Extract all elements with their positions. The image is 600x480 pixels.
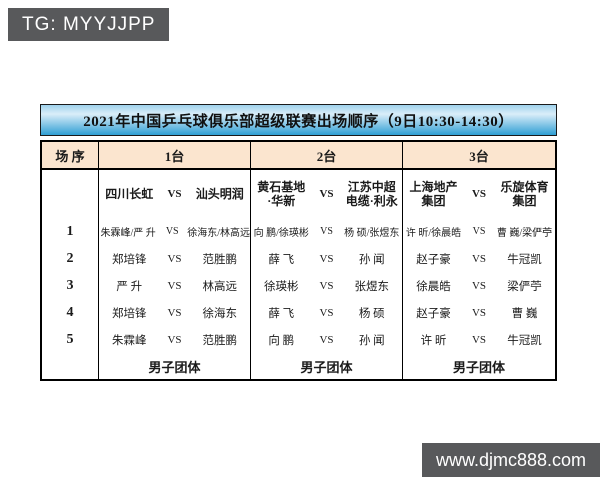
vs-label: VS [165,226,179,237]
table-2-teams: 黄石基地 ·华新 VS 江苏中超 电缆·利永 [251,170,402,218]
table-2-match-5: 向 鹏 VS 孙 闻 [268,333,385,347]
table-3-match-3: 徐晨皓 VS 梁俨苧 [416,279,542,293]
table-1-match-2: 郑培锋 VS 范胜鹏 [112,252,237,266]
table-1-match-1: 朱霖峰/严 升 VS 徐海东/林高远 [100,226,250,239]
header-match-order: 场 序 [55,148,85,164]
table-1-teams: 四川长虹 VS 汕头明润 [99,170,250,218]
vs-label: VS [472,226,486,237]
order-number-1: 1 [66,223,74,239]
vs-label: VS [471,279,487,292]
vs-label: VS [167,333,182,346]
table-2-match-1: 向 鹏/徐瑛彬 VS 杨 硕/张煜东 [253,226,400,239]
vs-label: VS [319,279,334,292]
table-1-column: 四川长虹 VS 汕头明润 朱霖峰/严 升 VS 徐海东/林高远 郑培锋 [98,170,250,379]
table-3-match-5: 许 昕 VS 牛冠凯 [420,333,542,347]
table-2-match-2: 薛 飞 VS 孙 闻 [268,252,385,266]
table-3-match-2: 赵子豪 VS 牛冠凯 [416,252,542,266]
table-3-away-team: 乐旋体育 集团 [500,180,549,208]
vs-label: VS [471,188,487,200]
table-3-home-team: 上海地产 集团 [409,180,458,208]
table-2-home-team: 黄石基地 ·华新 [257,180,306,208]
table-1-match-3: 严 升 VS 林高远 [116,279,237,293]
vs-label: VS [167,306,182,319]
header-table-3: 3台 [402,142,555,168]
order-number-5: 5 [66,331,74,347]
table-body: 1 2 3 4 5 四川长虹 VS 汕头明润 [42,170,555,379]
table-3-event-type: 男子团体 [452,359,505,375]
header-table-2: 2台 [250,142,402,168]
table-2-match-3: 徐瑛彬 VS 张煜东 [264,279,389,293]
vs-label: VS [319,306,334,319]
match-order-column: 1 2 3 4 5 [42,170,98,379]
table-2-away-team: 江苏中超 电缆·利永 [345,180,398,208]
table-3-teams: 上海地产 集团 VS 乐旋体育 集团 [403,170,555,218]
vs-label: VS [471,306,487,319]
vs-label: VS [320,226,333,237]
table-header-row: 场 序 1台 2台 3台 [42,142,555,170]
order-spacer [42,170,98,218]
vs-label: VS [167,252,182,265]
order-number-3: 3 [66,277,74,293]
table-3-match-4: 赵子豪 VS 曹 巍 [416,306,538,320]
vs-label: VS [167,279,182,292]
table-1-away-team: 汕头明润 [195,187,244,201]
table-2-event-type: 男子团体 [300,359,353,375]
vs-label: VS [319,333,334,346]
vs-label: VS [319,188,334,200]
tg-watermark-badge: TG: MYYJJPP [8,8,170,41]
table-1-event-type: 男子团体 [148,359,201,375]
table-1-home-team: 四川长虹 [105,187,154,201]
vs-label: VS [471,252,487,265]
vs-label: VS [471,333,487,346]
website-watermark-badge: www.djmc888.com [421,443,600,477]
schedule-table: 场 序 1台 2台 3台 1 2 3 4 5 四川长虹 [40,140,557,381]
table-2-column: 黄石基地 ·华新 VS 江苏中超 电缆·利永 向 鹏/徐瑛彬 VS 杨 硕/张煜… [250,170,402,379]
order-number-4: 4 [66,304,74,320]
table-3-column: 上海地产 集团 VS 乐旋体育 集团 许 昕/徐晨皓 VS 曹 巍/梁俨苧 赵子… [402,170,555,379]
schedule-title: 2021年中国乒乓球俱乐部超级联赛出场顺序（9日10:30-14:30） [40,104,557,136]
vs-label: VS [167,188,182,200]
table-2-match-4: 薛 飞 VS 杨 硕 [268,306,385,320]
table-3-match-1: 许 昕/徐晨皓 VS 曹 巍/梁俨苧 [405,226,553,239]
order-number-2: 2 [66,250,74,266]
table-1-match-5: 朱霖峰 VS 范胜鹏 [112,333,237,347]
header-table-1: 1台 [98,142,250,168]
table-1-match-4: 郑培锋 VS 徐海东 [112,306,237,320]
schedule-sheet: 2021年中国乒乓球俱乐部超级联赛出场顺序（9日10:30-14:30） 场 序… [40,104,557,381]
vs-label: VS [319,252,334,265]
